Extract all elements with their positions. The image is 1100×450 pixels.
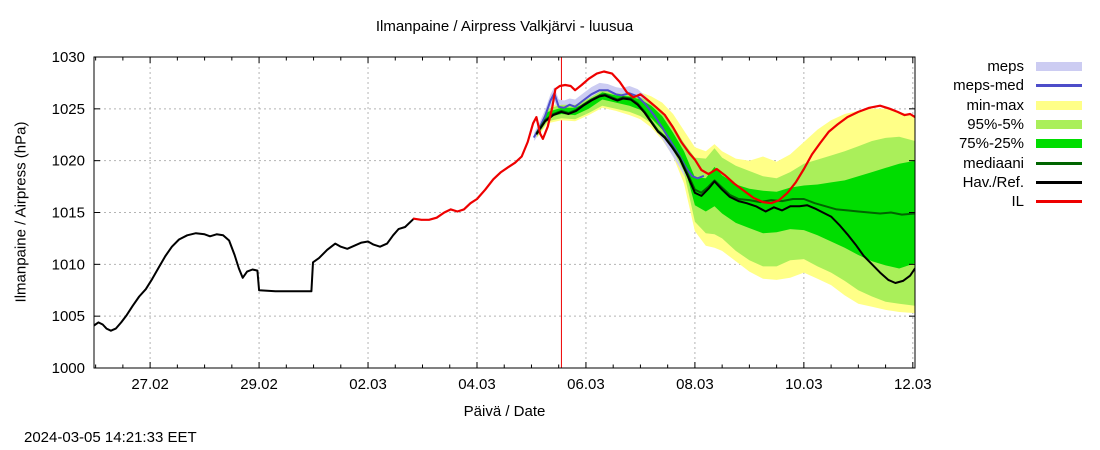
y-tick-label-1025: 1025 [52,101,85,118]
legend-item-meps: meps [953,57,1082,76]
legend-item-min-max: min-max [953,96,1082,115]
line-il [412,70,915,221]
legend-label: meps [987,58,1024,76]
axis-layer [93,56,916,369]
legend-item-95-5-: 95%-5% [953,115,1082,134]
x-tick-label-08.03: 08.03 [676,376,714,393]
x-tick-label-02.03: 02.03 [349,376,387,393]
y-axis-title: Ilmanpaine / Airpress (hPa) [12,121,30,303]
y-tick-label-1030: 1030 [52,49,85,66]
series-layer [94,70,915,332]
legend-label: IL [1011,193,1024,211]
legend-item-75-25-: 75%-25% [953,134,1082,153]
x-tick-label-10.03: 10.03 [785,376,823,393]
y-tick-label-1010: 1010 [52,256,85,273]
y-tick-label-1020: 1020 [52,153,85,170]
legend-label: min-max [966,96,1024,114]
chart-title: Ilmanpaine / Airpress Valkjärvi - luusua [375,18,634,35]
legend-swatch-line [1036,84,1082,88]
legend-label: Hav./Ref. [962,173,1024,191]
x-tick-label-27.02: 27.02 [131,376,169,393]
legend-swatch-box [1036,62,1082,72]
legend-item-il: IL [953,192,1082,211]
band-layer [534,82,915,314]
legend-label: 95%-5% [967,116,1024,134]
legend-swatch-box [1036,100,1082,110]
band-75-25 [536,92,915,269]
legend-swatch-line [1036,161,1082,165]
line-ref-control [535,94,915,284]
line-hav-observed [94,217,415,332]
legend-item-hav-ref-: Hav./Ref. [953,173,1082,192]
legend-swatch-box [1036,139,1082,149]
legend-item-meps-med: meps-med [953,76,1082,95]
legend-label: mediaani [963,154,1024,172]
legend-label: meps-med [953,77,1024,95]
x-tick-label-12.03: 12.03 [894,376,932,393]
x-tick-label-29.02: 29.02 [240,376,278,393]
legend-item-mediaani: mediaani [953,153,1082,172]
chart-legend: meps meps-med min-max 95%-5% 75%-25% mediaani… [953,57,1082,211]
x-tick-label-04.03: 04.03 [458,376,496,393]
legend-swatch-box [1036,120,1082,130]
tick-label-layer: 27.02 29.02 02.03 04.03 06.03 08.03 10.03 12.03… [52,49,932,393]
plot-timestamp: 2024-03-05 14:21:33 EET [24,429,197,446]
legend-label: 75%-25% [958,135,1024,153]
y-tick-label-1000: 1000 [52,360,85,377]
legend-swatch-line [1036,180,1082,184]
x-tick-label-06.03: 06.03 [567,376,605,393]
x-axis-title: Päivä / Date [463,403,546,420]
y-tick-label-1015: 1015 [52,205,85,222]
y-tick-label-1005: 1005 [52,308,85,325]
legend-swatch-line [1036,200,1082,204]
